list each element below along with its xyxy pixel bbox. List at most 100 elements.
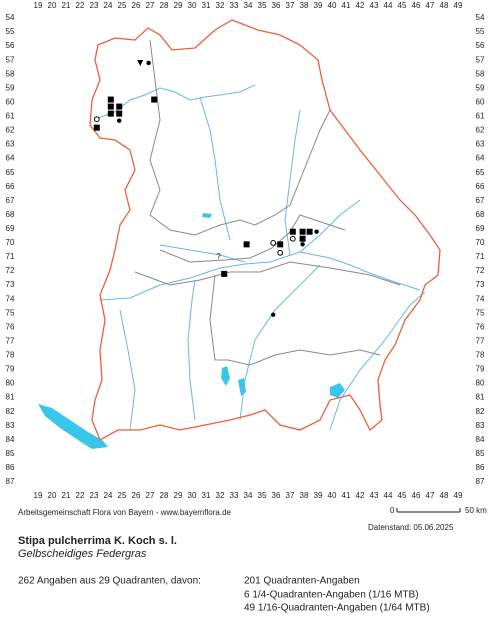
- x-label-bottom: 20: [48, 491, 57, 500]
- x-label-bottom: 45: [398, 491, 407, 500]
- record-square: [299, 228, 306, 235]
- x-label-top: 43: [370, 1, 379, 10]
- x-label-top: 44: [384, 1, 393, 10]
- y-label-left: 78: [6, 351, 15, 360]
- y-label-right: 74: [476, 294, 485, 303]
- y-label-left: 63: [6, 140, 15, 149]
- y-label-left: 73: [6, 280, 15, 289]
- y-label-right: 76: [476, 322, 485, 331]
- x-label-top: 34: [244, 1, 253, 10]
- y-label-left: 79: [6, 365, 15, 374]
- y-label-left: 87: [6, 477, 15, 486]
- y-label-right: 79: [476, 365, 485, 374]
- lake: [202, 213, 212, 218]
- y-label-left: 81: [6, 393, 15, 402]
- x-label-bottom: 19: [34, 491, 43, 500]
- credit: Arbeitsgemeinschaft Flora von Bayern - w…: [18, 508, 232, 517]
- region-boundary: [159, 214, 346, 263]
- record-square: [299, 235, 306, 242]
- record-square: [93, 124, 100, 131]
- record-square: [277, 241, 284, 248]
- river-isar: [239, 264, 321, 421]
- river-iller: [119, 309, 136, 431]
- record-square: [107, 103, 114, 110]
- x-label-bottom: 39: [314, 491, 323, 500]
- y-label-right: 62: [476, 126, 485, 135]
- y-label-right: 61: [476, 112, 485, 121]
- y-label-right: 71: [476, 252, 485, 261]
- record-dot: [314, 229, 319, 234]
- x-label-top: 22: [76, 1, 85, 10]
- y-label-right: 67: [476, 196, 485, 205]
- record-square: [289, 228, 296, 235]
- river-naab: [284, 109, 301, 256]
- record-dot: [146, 60, 151, 66]
- x-label-bottom: 33: [230, 491, 239, 500]
- x-label-bottom: 49: [454, 491, 463, 500]
- x-label-top: 38: [300, 1, 309, 10]
- scale-start: 0: [390, 506, 395, 515]
- x-label-top: 46: [412, 1, 421, 10]
- map-background: [38, 19, 441, 449]
- x-label-top: 41: [342, 1, 351, 10]
- river-inn: [329, 291, 426, 431]
- x-label-top: 33: [230, 1, 239, 10]
- y-label-right: 63: [476, 140, 485, 149]
- summary-line: 49 1/16-Quadranten-Angaben (1/64 MTB): [244, 603, 430, 614]
- y-label-left: 80: [6, 379, 15, 388]
- y-label-left: 59: [6, 83, 15, 92]
- x-label-top: 27: [146, 1, 155, 10]
- x-label-top: 47: [426, 1, 435, 10]
- x-label-bottom: 38: [300, 491, 309, 500]
- x-label-top: 31: [202, 1, 211, 10]
- y-label-right: 82: [476, 407, 485, 416]
- record-square: [107, 110, 114, 117]
- y-label-left: 67: [6, 196, 15, 205]
- y-label-right: 56: [476, 41, 485, 50]
- y-label-right: 66: [476, 182, 485, 191]
- common-name: Gelbscheidiges Federgras: [18, 548, 147, 560]
- y-label-left: 83: [6, 421, 15, 430]
- y-label-right: 75: [476, 308, 485, 317]
- y-label-left: 62: [6, 126, 15, 135]
- y-label-left: 60: [6, 97, 15, 106]
- x-label-bottom: 25: [118, 491, 127, 500]
- record-dot: [300, 242, 305, 247]
- summary-line: 201 Quadranten-Angaben: [244, 576, 360, 587]
- record-dot: [117, 118, 122, 123]
- y-label-right: 87: [476, 477, 485, 486]
- y-label-left: 54: [6, 13, 15, 22]
- x-label-bottom: 44: [384, 491, 393, 500]
- x-label-bottom: 32: [216, 491, 225, 500]
- y-label-right: 84: [476, 435, 485, 444]
- x-label-bottom: 34: [244, 491, 253, 500]
- y-label-left: 76: [6, 322, 15, 331]
- river-regnitz: [199, 96, 231, 241]
- y-label-left: 75: [6, 308, 15, 317]
- y-label-right: 69: [476, 224, 485, 233]
- y-label-left: 61: [6, 112, 15, 121]
- y-label-left: 84: [6, 435, 15, 444]
- y-label-left: 56: [6, 41, 15, 50]
- y-label-left: 85: [6, 449, 15, 458]
- y-label-right: 78: [476, 351, 485, 360]
- y-label-left: 55: [6, 27, 15, 36]
- y-label-right: 68: [476, 210, 485, 219]
- x-label-bottom: 36: [272, 491, 281, 500]
- y-label-right: 65: [476, 168, 485, 177]
- scale-end: 50 km: [465, 506, 487, 515]
- grid-labels: 19 19 20 20 21 21 22 22 23 23 24 24 25 25 26 26 27 27 28 28…: [6, 1, 485, 500]
- y-label-right: 83: [476, 421, 485, 430]
- x-label-top: 45: [398, 1, 407, 10]
- summary-line: 6 1/4-Quadranten-Angaben (1/16 MTB): [244, 590, 419, 601]
- record-circle: [93, 116, 100, 123]
- x-label-bottom: 46: [412, 491, 421, 500]
- river-lech: [187, 279, 196, 421]
- region-boundary: [134, 261, 401, 286]
- record-dot: [271, 312, 276, 317]
- y-label-right: 59: [476, 83, 485, 92]
- y-label-right: 85: [476, 449, 485, 458]
- y-label-right: 60: [476, 97, 485, 106]
